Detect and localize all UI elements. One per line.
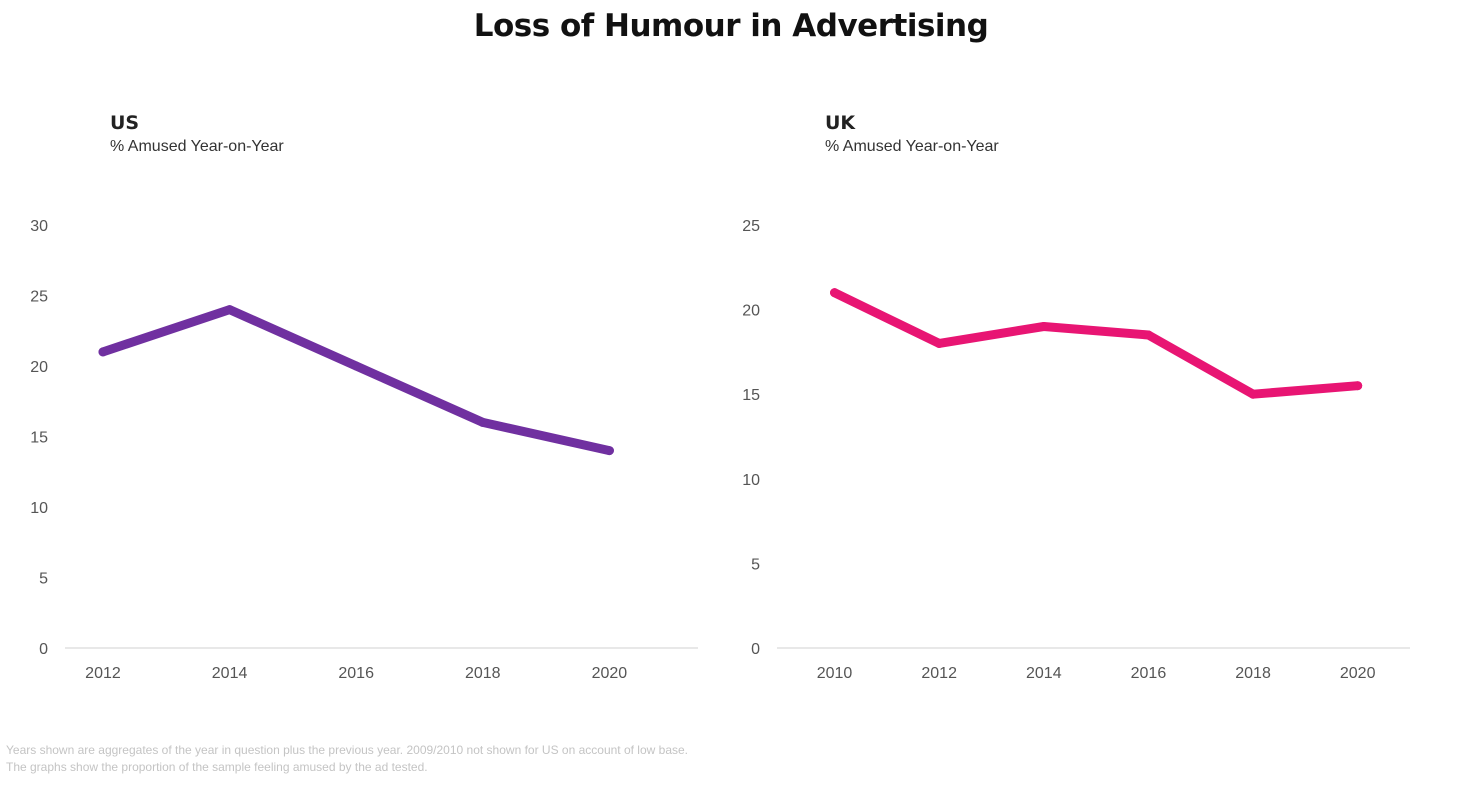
us-series-line — [98, 305, 614, 456]
page-title: Loss of Humour in Advertising — [473, 8, 989, 44]
us-data-point — [351, 361, 361, 371]
footnote-proportion: The graphs show the proportion of the sa… — [6, 760, 428, 774]
uk-series-line — [830, 288, 1363, 399]
uk-y-tick-label: 20 — [742, 303, 760, 320]
us-x-tick-label: 2016 — [338, 665, 374, 682]
us-y-tick-label: 20 — [30, 359, 48, 376]
footnote-aggregation: Years shown are aggregates of the year i… — [6, 743, 688, 757]
us-y-tick-label: 0 — [39, 641, 48, 658]
uk-panel-title: UK — [825, 112, 856, 134]
us-data-point — [478, 417, 488, 427]
us-x-tick-label: 2020 — [592, 665, 628, 682]
us-data-point — [225, 305, 235, 315]
uk-data-point — [830, 288, 840, 298]
uk-x-tick-label: 2012 — [921, 665, 957, 682]
uk-data-point — [1248, 389, 1258, 399]
uk-x-tick-label: 2016 — [1131, 665, 1167, 682]
uk-y-tick-label: 15 — [742, 387, 760, 404]
uk-x-tick-label: 2020 — [1340, 665, 1376, 682]
us-y-tick-label: 15 — [30, 430, 48, 447]
us-data-point — [98, 347, 108, 357]
uk-y-tick-label: 0 — [751, 641, 760, 658]
uk-data-point — [934, 338, 944, 348]
us-x-tick-label: 2018 — [465, 665, 501, 682]
uk-y-tick-label: 10 — [742, 472, 760, 489]
uk-data-point — [1353, 381, 1363, 391]
uk-data-point — [1143, 330, 1153, 340]
uk-y-tick-label: 25 — [742, 218, 760, 235]
us-panel-subtitle: % Amused Year-on-Year — [110, 138, 284, 155]
uk-x-tick-label: 2010 — [817, 665, 853, 682]
us-y-tick-label: 10 — [30, 500, 48, 517]
us-x-tick-label: 2012 — [85, 665, 121, 682]
uk-x-tick-label: 2018 — [1235, 665, 1271, 682]
us-data-point — [604, 446, 614, 456]
us-panel-title: US — [110, 112, 140, 134]
us-x-tick-label: 2014 — [212, 665, 248, 682]
uk-y-tick-label: 5 — [751, 556, 760, 573]
uk-x-tick-label: 2014 — [1026, 665, 1062, 682]
us-y-tick-label: 30 — [30, 218, 48, 235]
uk-panel-subtitle: % Amused Year-on-Year — [825, 138, 999, 155]
uk-data-point — [1039, 322, 1049, 332]
us-y-tick-label: 25 — [30, 289, 48, 306]
us-y-tick-label: 5 — [39, 571, 48, 588]
